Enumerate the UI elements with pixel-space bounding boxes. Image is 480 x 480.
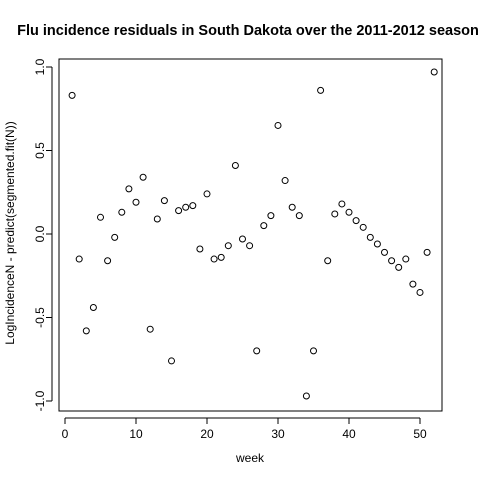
x-tick-label: 40 [342,427,356,441]
data-point [324,257,332,265]
y-tick-label: -0.5 [33,307,47,328]
data-point [281,177,289,185]
data-point [196,245,204,253]
data-point [153,215,161,223]
data-point [189,202,197,210]
data-point [89,303,97,311]
data-point [125,185,133,193]
data-point [402,255,410,263]
data-point [338,200,346,208]
data-point [97,213,104,221]
data-point [416,288,424,296]
data-point [366,233,374,241]
data-point [260,222,268,230]
y-axis-label: LogIncidenceN - predict(segmented.fit(N)… [3,121,17,344]
data-point [274,121,282,129]
data-point [359,223,367,231]
data-point [239,235,246,243]
data-point [210,255,218,263]
data-point [310,347,317,355]
x-tick-label: 0 [62,427,69,441]
data-point [182,203,190,211]
data-point [246,242,254,250]
data-point [82,327,90,335]
data-point [409,280,417,288]
data-point [302,392,310,400]
data-point [168,357,175,365]
data-point [175,207,183,215]
data-point [160,197,168,205]
data-point [104,257,112,265]
data-point [388,257,396,265]
data-point [75,255,83,263]
chart-title: Flu incidence residuals in South Dakota … [17,23,479,39]
plot-frame [58,58,443,412]
data-point [317,86,325,94]
x-axis-label: week [235,451,265,465]
data-point [288,203,296,211]
data-point [253,347,261,355]
x-tick-label: 30 [271,427,285,441]
data-point [132,198,140,206]
y-tick-label: 1.0 [33,58,47,75]
data-point [118,208,126,216]
data-point [111,233,119,241]
data-point [381,248,388,256]
data-point [373,240,381,248]
data-point [224,242,232,250]
data-point [345,208,353,216]
y-tick-label: 0.0 [33,225,47,242]
data-point [139,173,147,181]
data-point [430,68,438,76]
data-point [423,248,431,256]
data-point [395,263,403,271]
data-point [231,162,239,170]
y-axis: -1.0 -0.5 0.0 0.5 1.0 [33,58,53,411]
data-point [203,190,211,198]
y-tick-label: -1.0 [33,390,47,411]
data-points [68,68,438,400]
x-axis: 0 10 20 30 40 50 [62,417,427,441]
data-point [352,217,360,225]
data-point [267,212,275,220]
data-point [295,212,303,220]
x-tick-label: 20 [200,427,214,441]
data-point [217,253,225,261]
data-point [68,91,76,99]
x-tick-label: 10 [129,427,143,441]
data-point [331,210,339,218]
x-tick-label: 50 [413,427,427,441]
data-point [146,325,154,333]
y-tick-label: 0.5 [33,142,47,159]
